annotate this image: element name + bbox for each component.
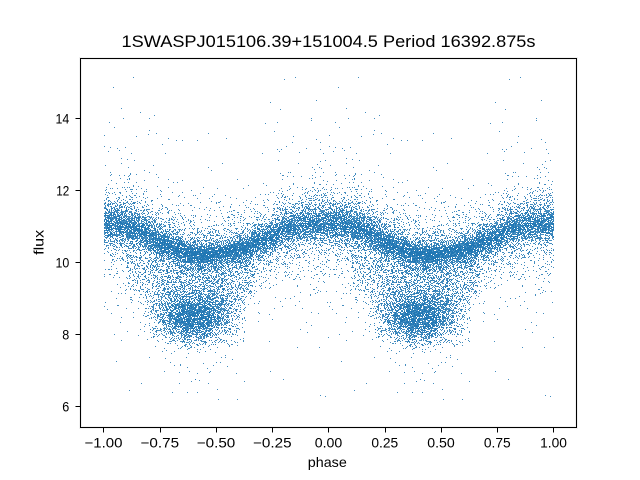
svg-text:flux: flux — [31, 230, 47, 255]
svg-text:1.00: 1.00 — [540, 435, 567, 451]
svg-text:6: 6 — [62, 399, 69, 415]
svg-text:14: 14 — [56, 111, 70, 127]
svg-text:0.50: 0.50 — [427, 435, 455, 451]
svg-text:0.25: 0.25 — [371, 435, 398, 451]
svg-text:8: 8 — [62, 327, 69, 343]
svg-text:−0.25: −0.25 — [253, 435, 292, 451]
svg-text:−0.75: −0.75 — [141, 435, 180, 451]
svg-text:0.00: 0.00 — [315, 435, 343, 451]
svg-text:−1.00: −1.00 — [85, 435, 123, 451]
svg-text:0.75: 0.75 — [484, 435, 511, 451]
svg-text:−0.50: −0.50 — [197, 435, 236, 451]
svg-text:phase: phase — [308, 454, 347, 470]
svg-text:10: 10 — [56, 255, 70, 271]
svg-text:12: 12 — [56, 183, 69, 199]
svg-text:1SWASPJ015106.39+151004.5 Peri: 1SWASPJ015106.39+151004.5 Period 16392.8… — [122, 32, 536, 51]
